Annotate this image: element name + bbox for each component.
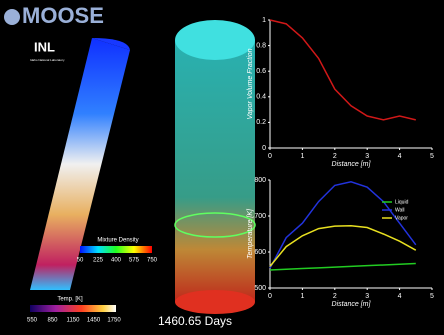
x-tick-label: 4: [398, 293, 402, 300]
lab-full: Idaho National Laboratory: [30, 58, 65, 62]
x-tick-label: 1: [300, 153, 304, 160]
density-colorbar: [80, 246, 152, 253]
logo: MOOSE: [22, 3, 104, 28]
y-tick-label: 800: [254, 177, 266, 184]
x-tick-label: 0: [268, 293, 272, 300]
series-line: [270, 20, 416, 120]
temp-colorbar: [30, 305, 116, 312]
x-tick-label: 3: [365, 153, 369, 160]
colorbar-label: 550: [27, 318, 38, 324]
logo-icon: [4, 9, 20, 25]
legend-label: Wall: [395, 207, 405, 213]
legend-label: Vapor: [395, 215, 408, 221]
x-tick-label: 4: [398, 153, 402, 160]
colorbar-label: 1150: [67, 318, 81, 324]
colorbar-label: 1750: [107, 318, 121, 324]
colorbar-label: 50: [77, 258, 84, 264]
colorbar-label: 400: [111, 258, 122, 264]
y-tick-label: 0: [262, 145, 266, 152]
x-tick-label: 5: [430, 293, 434, 300]
colorbar-label: 1450: [87, 318, 101, 324]
x-tick-label: 5: [430, 153, 434, 160]
y-tick-label: 500: [254, 285, 266, 292]
x-tick-label: 2: [333, 293, 337, 300]
y-tick-label: 0.4: [256, 94, 266, 101]
lab: INL: [34, 39, 55, 54]
density-title: Mixture Density: [97, 238, 138, 244]
y-axis-label: Vapor Volume Fraction: [247, 48, 254, 119]
x-tick-label: 0: [268, 153, 272, 160]
colorbar-label: 750: [147, 258, 158, 264]
colorbar-label: 850: [47, 318, 58, 324]
y-tick-label: 0.2: [256, 119, 266, 126]
time: 1460.65 Days: [158, 314, 232, 328]
colorbar-label: 225: [93, 258, 104, 264]
colorbar-label: 575: [129, 258, 140, 264]
y-tick-label: 0.8: [256, 42, 266, 49]
y-tick-label: 1: [262, 17, 266, 24]
cylinder-top: [175, 20, 255, 60]
series-line: [270, 264, 416, 270]
x-tick-label: 3: [365, 293, 369, 300]
legend-label: Liquid: [395, 199, 409, 205]
y-tick-label: 700: [254, 213, 266, 220]
y-tick-label: 0.6: [256, 68, 266, 75]
cylinder-3d: [175, 40, 255, 302]
cylinder-bottom: [175, 290, 255, 314]
x-axis-label: Distance [m]: [332, 301, 372, 308]
x-axis-label: Distance [m]: [332, 161, 372, 168]
x-tick-label: 2: [333, 153, 337, 160]
x-tick-label: 1: [300, 293, 304, 300]
y-tick-label: 600: [254, 249, 266, 256]
series-line: [270, 182, 416, 268]
temp-title: Temp. [K]: [57, 297, 83, 303]
y-axis-label: Temperature [K]: [247, 208, 254, 259]
screen: MOOSE INL Idaho National Laboratory Mixt…: [0, 0, 444, 335]
